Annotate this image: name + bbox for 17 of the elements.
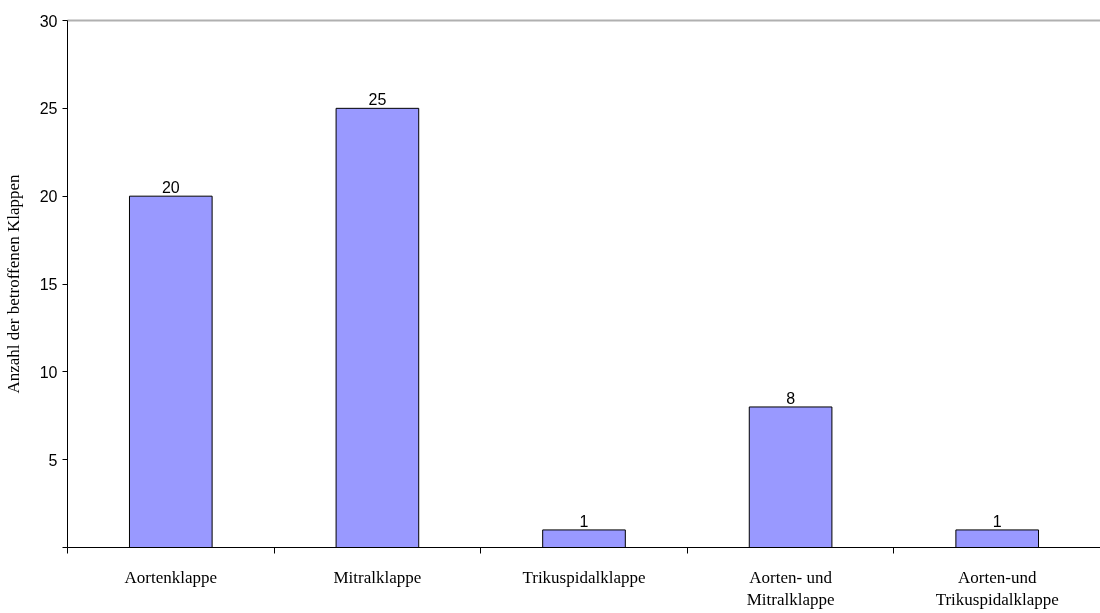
y-tick-label: 20 — [39, 188, 58, 206]
x-tick-label: Aortenklappe — [124, 567, 218, 587]
x-tick-label: Aorten- und Mitralklappe — [746, 567, 835, 610]
x-tick-label: Mitralklappe — [333, 567, 422, 587]
data-label: 25 — [368, 91, 387, 109]
y-tick-label: 30 — [39, 12, 58, 30]
y-tick-label: 5 — [48, 451, 58, 469]
y-axis-title: Anzahl der betroffenen Klappen — [3, 173, 23, 394]
data-label: 1 — [992, 512, 1002, 530]
data-label: 8 — [786, 389, 796, 407]
x-tick-label: Trikuspidalklappe — [522, 567, 646, 587]
data-label: 1 — [579, 512, 589, 530]
y-tick-label: 15 — [39, 276, 58, 293]
x-tick-label: Aorten-und Trikuspidalklappe — [935, 567, 1059, 610]
y-tick-label: 25 — [39, 100, 58, 118]
data-label: 20 — [161, 179, 180, 197]
y-tick-label: 10 — [39, 363, 58, 381]
